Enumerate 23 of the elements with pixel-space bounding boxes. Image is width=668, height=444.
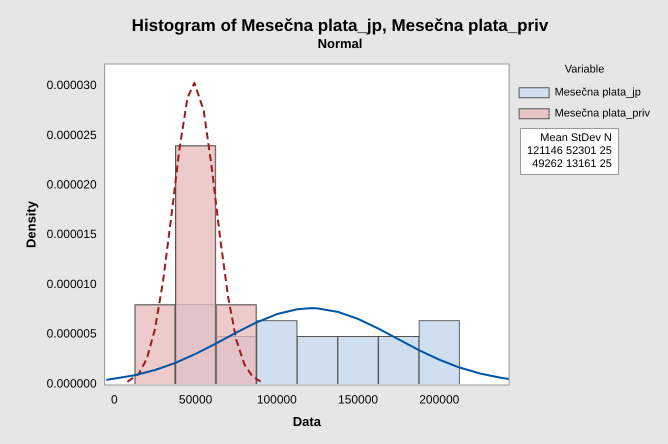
legend-label: Mesečna plata_jp	[554, 86, 641, 99]
y-tick-label: 0.000030	[46, 78, 97, 92]
line-series	[126, 82, 262, 383]
x-tick-label: 100000	[256, 392, 298, 407]
text: Mean StDev N	[539, 132, 612, 145]
y-tick-label: 0.000025	[46, 128, 97, 142]
chart-subtitle: Normal	[318, 36, 362, 51]
y-axis-title: Density	[23, 200, 38, 248]
y-tick-label: 0.000005	[46, 326, 97, 341]
x-axis-title: Data	[292, 414, 322, 429]
text: 49262 13161 25	[531, 158, 612, 171]
y-tick-label: 0.000020	[46, 178, 97, 192]
y-tick-label: 0.000010	[46, 276, 97, 291]
legend-label: Mesečna plata_priv	[554, 108, 650, 120]
x-tick-label: 200000	[419, 392, 460, 407]
text: 121146 52301 25	[527, 145, 612, 158]
y-tick-label: 0.000015	[46, 227, 97, 242]
x-tick-label: 0	[111, 392, 118, 407]
legend-title: Variable	[564, 64, 604, 76]
y-tick-label: 0.000000	[46, 376, 97, 390]
x-tick-label: 50000	[178, 392, 213, 407]
x-tick-label: 150000	[338, 392, 378, 407]
chart-title: Histogram of Mesečna plata_jp, Mesečna plata_priv	[132, 16, 549, 35]
